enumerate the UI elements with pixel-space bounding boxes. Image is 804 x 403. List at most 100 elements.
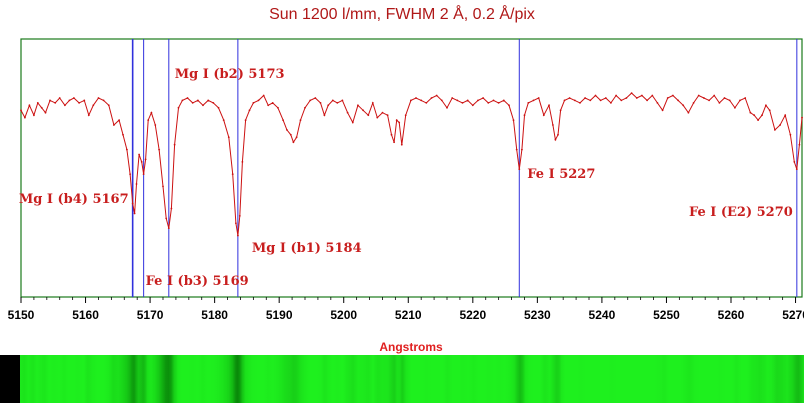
data-point xyxy=(497,102,500,104)
annotation-label: Mg I (b2) 5173 xyxy=(175,67,285,82)
data-point xyxy=(58,97,61,99)
data-point xyxy=(620,99,623,102)
data-point xyxy=(248,109,251,112)
data-point xyxy=(749,111,752,114)
data-point xyxy=(708,99,710,102)
data-point xyxy=(573,99,576,102)
data-point xyxy=(346,111,349,114)
data-point xyxy=(386,114,389,117)
data-point xyxy=(599,99,602,102)
data-point xyxy=(466,99,469,102)
data-point xyxy=(630,92,633,94)
data-point xyxy=(456,99,459,102)
data-point xyxy=(651,94,654,97)
data-point xyxy=(381,111,384,114)
data-point xyxy=(393,141,395,144)
data-point xyxy=(87,114,90,117)
data-point xyxy=(779,124,781,126)
data-point xyxy=(672,94,674,97)
plot-frame xyxy=(20,38,803,298)
data-point xyxy=(697,94,700,97)
data-point xyxy=(471,104,474,107)
data-point xyxy=(713,94,716,97)
data-point xyxy=(286,129,288,131)
data-point xyxy=(217,106,220,109)
data-point xyxy=(557,133,559,136)
data-point xyxy=(235,222,237,225)
data-point xyxy=(271,102,274,104)
data-point xyxy=(267,104,270,107)
data-point xyxy=(202,104,204,107)
data-point xyxy=(126,148,128,151)
data-point xyxy=(142,173,145,176)
data-point xyxy=(162,185,164,188)
data-point xyxy=(351,121,354,124)
data-point xyxy=(44,111,47,114)
data-point xyxy=(299,119,302,121)
data-point xyxy=(64,104,66,107)
data-point xyxy=(135,183,138,185)
data-point xyxy=(512,119,515,121)
data-point xyxy=(73,97,75,99)
data-point xyxy=(774,129,776,131)
data-point xyxy=(744,97,747,99)
data-point xyxy=(615,94,617,97)
chart-title: Sun 1200 l/mm, FWHM 2 Å, 0.2 Å/pix xyxy=(269,6,535,23)
data-point xyxy=(527,102,530,104)
x-tick-label: 5190 xyxy=(266,308,293,322)
data-point xyxy=(173,143,176,146)
data-point xyxy=(376,116,379,119)
data-point xyxy=(789,133,792,136)
data-point xyxy=(646,99,648,102)
data-point xyxy=(33,114,35,117)
data-point xyxy=(177,106,180,109)
data-point xyxy=(661,109,664,112)
data-point xyxy=(191,102,194,104)
data-point xyxy=(563,99,566,102)
annotation-label: Fe I (b3) 5169 xyxy=(146,274,249,289)
data-point xyxy=(425,102,428,104)
data-point xyxy=(559,109,562,112)
x-tick-label: 5270 xyxy=(782,308,804,322)
data-point xyxy=(784,114,787,117)
data-point xyxy=(309,99,312,102)
data-point xyxy=(252,102,255,104)
data-point xyxy=(118,119,120,121)
data-point xyxy=(692,102,695,104)
data-point xyxy=(257,99,260,102)
data-point xyxy=(542,114,545,117)
data-point xyxy=(682,104,685,107)
data-point xyxy=(150,111,153,114)
data-point xyxy=(237,234,239,237)
data-point xyxy=(241,161,244,163)
data-point xyxy=(477,99,479,102)
spectrum-strip-image xyxy=(0,355,804,403)
data-point xyxy=(435,94,438,97)
data-point xyxy=(723,97,726,99)
data-point xyxy=(398,121,401,124)
data-point xyxy=(584,97,586,99)
data-point xyxy=(197,99,199,102)
data-point xyxy=(144,158,147,161)
data-point xyxy=(461,102,464,104)
data-point xyxy=(292,141,295,144)
data-point xyxy=(331,99,334,102)
data-point xyxy=(410,99,412,102)
x-tick-label: 5150 xyxy=(8,308,35,322)
data-point xyxy=(625,97,628,99)
data-point xyxy=(604,97,607,99)
x-tick-label: 5160 xyxy=(72,308,99,322)
data-point xyxy=(687,111,690,114)
data-point xyxy=(589,99,592,102)
x-tick-label: 5250 xyxy=(653,308,680,322)
data-point xyxy=(92,104,95,107)
annotation-label: Mg I (b4) 5167 xyxy=(19,192,129,207)
data-point xyxy=(703,97,705,99)
data-point xyxy=(336,102,339,104)
data-point xyxy=(24,116,26,119)
data-point xyxy=(319,102,322,104)
data-point xyxy=(212,102,215,104)
x-tick-label: 5240 xyxy=(589,308,616,322)
data-point xyxy=(793,161,796,163)
data-point xyxy=(244,119,247,121)
